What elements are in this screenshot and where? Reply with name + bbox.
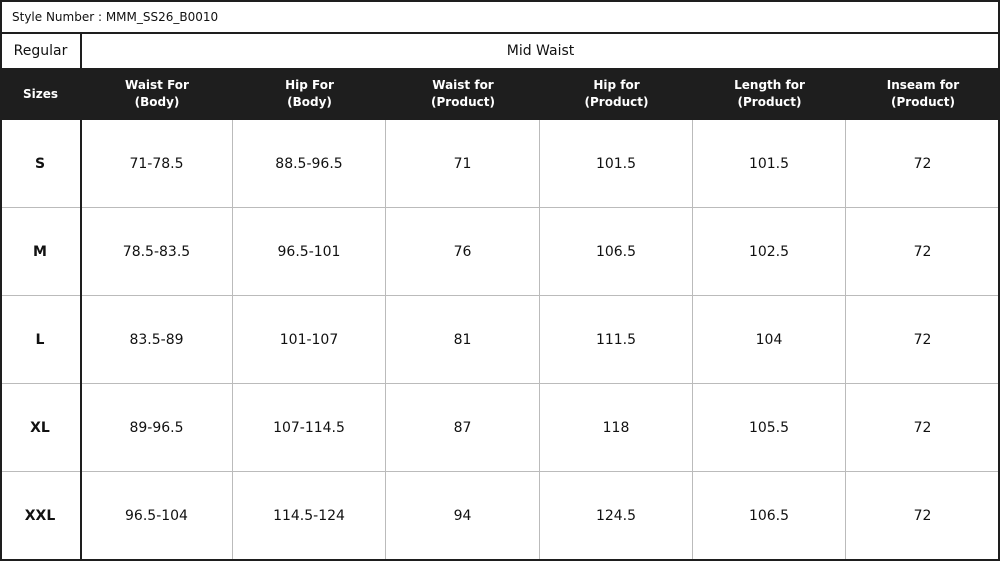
- measurement: 118: [602, 419, 630, 436]
- divider: [80, 33, 82, 560]
- data-cell: 124.5: [540, 472, 693, 560]
- column-header-line: (Product): [737, 95, 802, 109]
- measurement: 96.5-104: [125, 507, 188, 524]
- column-header: Waist For (Body): [81, 68, 233, 120]
- size-cell: XXL: [0, 472, 81, 560]
- data-cell: 83.5-89: [81, 296, 233, 384]
- data-cell: 118: [540, 384, 693, 472]
- measurement: 81: [453, 331, 472, 348]
- size-cell: M: [0, 208, 81, 296]
- data-cell: 101.5: [693, 120, 846, 208]
- rise-text: Mid Waist: [506, 42, 575, 59]
- size-label: S: [34, 155, 46, 172]
- measurement: 76: [453, 243, 472, 260]
- data-cell: 96.5-104: [81, 472, 233, 560]
- data-cell: 96.5-101: [233, 208, 386, 296]
- measurement: 101-107: [279, 331, 339, 348]
- data-cell: 102.5: [693, 208, 846, 296]
- measurement: 78.5-83.5: [122, 243, 191, 260]
- data-cell: 105.5: [693, 384, 846, 472]
- data-cell: 111.5: [540, 296, 693, 384]
- rise-cell: Mid Waist: [81, 33, 1000, 68]
- column-header-line: Inseam for: [886, 78, 960, 92]
- data-cell: 87: [386, 384, 540, 472]
- column-header: Waist for (Product): [386, 68, 540, 120]
- data-cell: 72: [846, 296, 1000, 384]
- measurement: 105.5: [748, 419, 790, 436]
- column-header: Length for (Product): [693, 68, 846, 120]
- measurement: 72: [913, 331, 932, 348]
- measurement: 106.5: [595, 243, 637, 260]
- measurement: 96.5-101: [277, 243, 341, 260]
- style-number-text: Style Number : MMM_SS26_B0010: [12, 9, 219, 24]
- column-header-line: Length for: [734, 78, 805, 92]
- column-header-line: Hip for: [593, 78, 640, 92]
- measurement: 88.5-96.5: [275, 155, 343, 172]
- measurement: 102.5: [748, 243, 790, 260]
- measurement: 107-114.5: [273, 419, 345, 436]
- style-number: Style Number : MMM_SS26_B0010: [0, 0, 1000, 33]
- size-label: M: [33, 243, 47, 260]
- measurement: 83.5-89: [129, 331, 184, 348]
- column-header-line: Waist For: [125, 78, 189, 92]
- data-cell: 72: [846, 120, 1000, 208]
- size-cell: XL: [0, 384, 81, 472]
- column-header-line: (Product): [891, 95, 955, 109]
- data-cell: 88.5-96.5: [233, 120, 386, 208]
- measurement: 124.5: [595, 507, 637, 524]
- column-header-line: (Product): [584, 95, 649, 109]
- measurement: 94: [453, 507, 472, 524]
- data-cell: 101-107: [233, 296, 386, 384]
- data-cell: 114.5-124: [233, 472, 386, 560]
- column-header: Hip For (Body): [233, 68, 386, 120]
- divider: [0, 32, 1000, 34]
- data-cell: 71-78.5: [81, 120, 233, 208]
- column-header-line: Sizes: [22, 86, 59, 101]
- measurement: 71: [453, 155, 472, 172]
- column-header: Sizes: [0, 68, 81, 120]
- column-header-line: (Body): [134, 95, 180, 109]
- measurement: 114.5-124: [273, 507, 345, 524]
- size-cell: L: [0, 296, 81, 384]
- data-cell: 104: [693, 296, 846, 384]
- data-cell: 107-114.5: [233, 384, 386, 472]
- column-header-line: Hip For: [285, 78, 334, 92]
- size-label: L: [35, 331, 45, 348]
- data-cell: 89-96.5: [81, 384, 233, 472]
- measurement: 89-96.5: [129, 419, 184, 436]
- data-cell: 106.5: [540, 208, 693, 296]
- data-cell: 72: [846, 208, 1000, 296]
- data-cell: 71: [386, 120, 540, 208]
- measurement: 72: [913, 243, 932, 260]
- column-header: Hip for (Product): [540, 68, 693, 120]
- fit-text: Regular: [13, 42, 68, 59]
- size-label: XXL: [24, 507, 56, 524]
- column-header-line: (Body): [287, 95, 332, 109]
- fit-cell: Regular: [0, 33, 81, 68]
- measurement: 71-78.5: [129, 155, 184, 172]
- measurement: 72: [913, 507, 932, 524]
- data-cell: 106.5: [693, 472, 846, 560]
- column-header-line: (Product): [431, 95, 495, 109]
- measurement: 101.5: [595, 155, 637, 172]
- measurement: 72: [913, 155, 932, 172]
- column-header-line: Waist for: [432, 78, 494, 92]
- data-cell: 78.5-83.5: [81, 208, 233, 296]
- column-header: Inseam for (Product): [846, 68, 1000, 120]
- measurement: 106.5: [748, 507, 790, 524]
- data-cell: 72: [846, 472, 1000, 560]
- data-cell: 72: [846, 384, 1000, 472]
- measurement: 111.5: [595, 331, 637, 348]
- measurement: 101.5: [748, 155, 790, 172]
- measurement: 87: [453, 419, 472, 436]
- size-label: XL: [30, 419, 50, 436]
- size-cell: S: [0, 120, 81, 208]
- measurement: 72: [913, 419, 932, 436]
- measurement: 104: [755, 331, 783, 348]
- data-cell: 94: [386, 472, 540, 560]
- data-cell: 81: [386, 296, 540, 384]
- data-cell: 76: [386, 208, 540, 296]
- data-cell: 101.5: [540, 120, 693, 208]
